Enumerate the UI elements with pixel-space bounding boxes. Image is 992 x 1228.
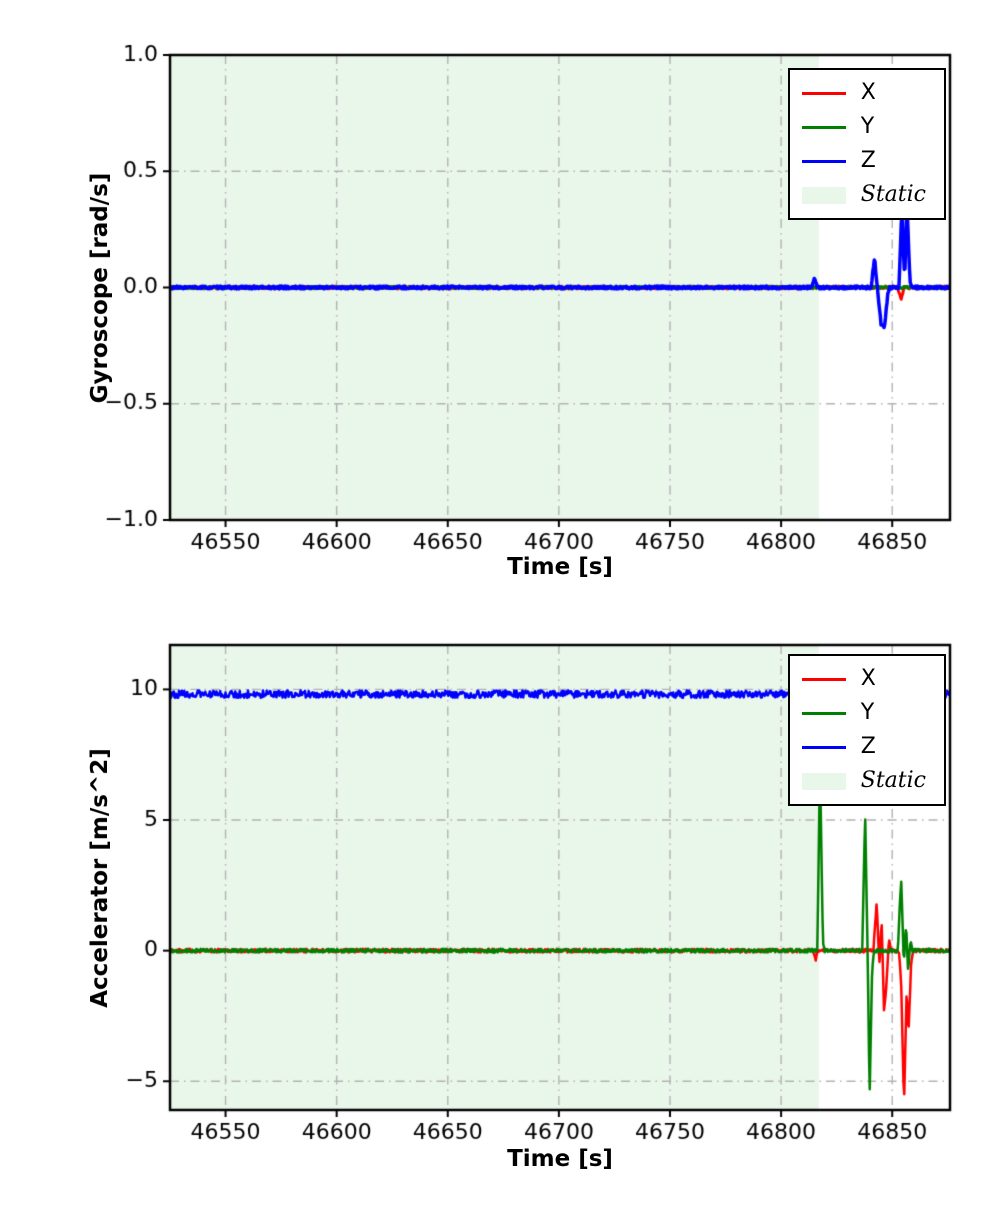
gyroscope-legend: X Y Z Static [787,68,946,220]
legend-line-sample [801,711,846,715]
legend-entry-z: Z [801,144,926,178]
legend-line-sample [801,125,846,129]
legend-label: Static [860,768,926,793]
legend-patch-sample [801,772,846,790]
accelerator-y-axis-label: Accelerator [m/s^2] [87,748,113,1008]
legend-label: Y [860,114,875,139]
legend-patch-sample [801,186,846,204]
legend-entry-z: Z [801,730,926,764]
legend-line-sample [801,159,846,163]
legend-entry-x: X [801,662,926,696]
legend-label: Z [860,734,876,759]
legend-line-sample [801,745,846,749]
legend-entry-static: Static [801,178,926,212]
gyroscope-x-axis-label: Time [s] [507,554,613,580]
legend-label: Static [860,182,926,207]
legend-entry-static: Static [801,764,926,798]
legend-entry-y: Y [801,696,926,730]
legend-line-sample [801,677,846,681]
legend-entry-x: X [801,76,926,110]
legend-line-sample [801,91,846,95]
accelerator-chart: Accelerator [m/s^2] Time [s] X Y Z Static [0,614,992,1228]
legend-label: X [860,80,876,105]
accelerator-x-axis-label: Time [s] [507,1146,613,1172]
gyroscope-y-axis-label: Gyroscope [rad/s] [87,172,113,404]
gyroscope-chart: Gyroscope [rad/s] Time [s] X Y Z Static [0,0,992,614]
accelerator-legend: X Y Z Static [787,654,946,806]
legend-label: Y [860,700,875,725]
legend-entry-y: Y [801,110,926,144]
legend-label: Z [860,148,876,173]
legend-label: X [860,666,876,691]
